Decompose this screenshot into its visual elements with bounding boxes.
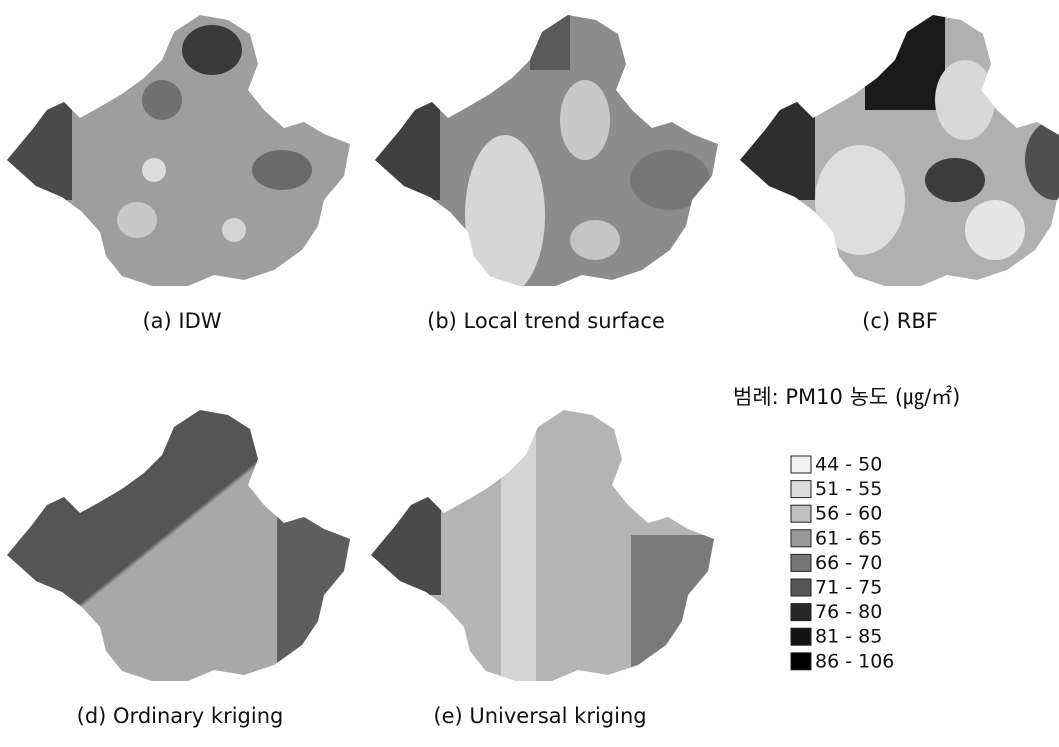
legend-label: 76 - 80: [815, 601, 882, 623]
legend-swatch: [791, 505, 811, 522]
legend-label: 71 - 75: [815, 577, 882, 599]
map-rbf: [735, 10, 1059, 300]
legend-label: 81 - 85: [815, 626, 882, 648]
legend-swatch: [791, 456, 811, 473]
panel-label: (e) Universal kriging: [433, 704, 646, 728]
legend-title: 범례: PM10 농도 (㎍/㎡): [733, 385, 960, 410]
legend-label: 44 - 50: [815, 454, 882, 476]
legend-label: 61 - 65: [815, 527, 882, 549]
map-ordinary-kriging: [2, 405, 367, 695]
figure: (a) IDW (b) Local trend surface (c) RBF …: [0, 0, 1059, 747]
panel-label: (d) Ordinary kriging: [77, 704, 284, 728]
legend-swatch: [791, 628, 811, 645]
legend-swatch: [791, 481, 811, 498]
panel-label: (c) RBF: [862, 309, 938, 333]
map-local-trend: [370, 10, 730, 300]
map-universal-kriging: [366, 405, 731, 695]
legend-label: 51 - 55: [815, 478, 882, 500]
legend-swatch: [791, 530, 811, 547]
legend-label: 66 - 70: [815, 552, 882, 574]
legend-swatch: [791, 604, 811, 621]
legend-swatch: [791, 653, 811, 670]
panel-label: (b) Local trend surface: [427, 309, 665, 333]
legend-swatch: [791, 554, 811, 571]
map-idw: [2, 10, 362, 300]
legend-swatch: [791, 579, 811, 596]
legend-label: 86 - 106: [815, 650, 894, 672]
panel-label: (a) IDW: [142, 309, 221, 333]
legend-label: 56 - 60: [815, 503, 882, 525]
